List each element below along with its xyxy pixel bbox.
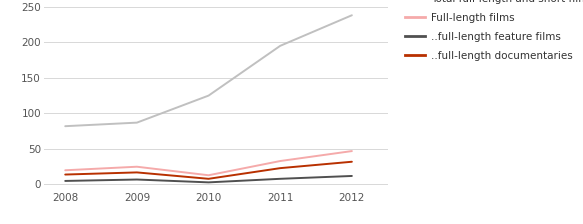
Legend: Total full-length and short films, Full-length films, ..full-length feature film: Total full-length and short films, Full-… [405, 0, 583, 60]
